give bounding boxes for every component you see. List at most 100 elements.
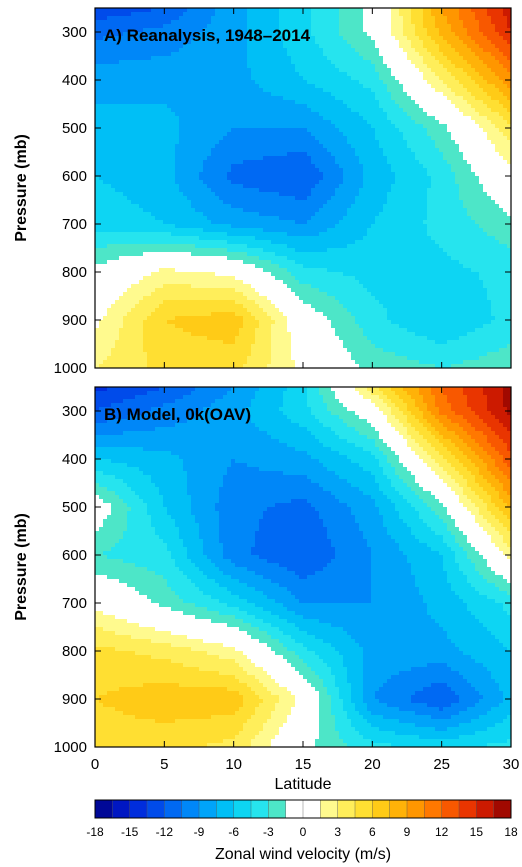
heatmap-cell xyxy=(407,108,412,113)
heatmap-cell xyxy=(311,120,316,125)
heatmap-cell xyxy=(503,64,508,69)
heatmap-cell xyxy=(119,68,124,73)
heatmap-cell xyxy=(119,36,124,41)
heatmap-cell xyxy=(223,48,228,53)
heatmap-cell xyxy=(283,164,288,169)
heatmap-cell xyxy=(471,40,476,45)
heatmap-cell xyxy=(303,80,308,85)
heatmap-cell xyxy=(455,44,460,49)
heatmap-cell xyxy=(455,104,460,109)
heatmap-cell xyxy=(279,8,284,13)
heatmap-cell xyxy=(231,184,236,189)
heatmap-cell xyxy=(439,148,444,153)
heatmap-cell xyxy=(243,120,248,125)
heatmap-cell xyxy=(331,96,336,101)
heatmap-cell xyxy=(275,124,280,129)
heatmap-cell xyxy=(199,40,204,45)
heatmap-cell xyxy=(295,16,300,21)
heatmap-cell xyxy=(459,24,464,29)
heatmap-cell xyxy=(103,44,108,49)
heatmap-cell xyxy=(187,80,192,85)
heatmap-cell xyxy=(187,132,192,137)
heatmap-cell xyxy=(387,124,392,129)
heatmap-cell xyxy=(359,96,364,101)
heatmap-cell xyxy=(215,44,220,49)
heatmap-cell xyxy=(251,84,256,89)
heatmap-cell xyxy=(183,120,188,125)
heatmap-cell xyxy=(179,188,184,193)
heatmap-cell xyxy=(455,180,460,185)
heatmap-cell xyxy=(135,124,140,129)
heatmap-cell xyxy=(395,32,400,37)
heatmap-cell xyxy=(435,40,440,45)
heatmap-cell xyxy=(139,80,144,85)
heatmap-cell xyxy=(351,40,356,45)
heatmap-cell xyxy=(199,116,204,121)
heatmap-cell xyxy=(135,136,140,141)
heatmap-cell xyxy=(463,16,468,21)
heatmap-cell xyxy=(291,40,296,45)
heatmap-cell xyxy=(115,52,120,57)
heatmap-cell xyxy=(359,8,364,13)
heatmap-cell xyxy=(211,88,216,93)
heatmap-cell xyxy=(267,40,272,45)
heatmap-cell xyxy=(219,24,224,29)
heatmap-cell xyxy=(447,196,452,201)
heatmap-cell xyxy=(395,60,400,65)
heatmap-cell xyxy=(351,8,356,13)
heatmap-cell xyxy=(279,84,284,89)
heatmap-cell xyxy=(299,12,304,17)
heatmap-cell xyxy=(227,60,232,65)
heatmap-cell xyxy=(123,28,128,33)
heatmap-cell xyxy=(283,32,288,37)
heatmap-cell xyxy=(139,92,144,97)
heatmap-cell xyxy=(147,68,152,73)
heatmap-cell xyxy=(423,152,428,157)
heatmap-cell xyxy=(295,72,300,77)
heatmap-cell xyxy=(311,168,316,173)
heatmap-cell xyxy=(287,40,292,45)
heatmap-cell xyxy=(431,116,436,121)
heatmap-cell xyxy=(191,120,196,125)
heatmap-cell xyxy=(471,136,476,141)
heatmap-cell xyxy=(187,20,192,25)
heatmap-cell xyxy=(127,112,132,117)
heatmap-cell xyxy=(327,116,332,121)
heatmap-cell xyxy=(111,8,116,13)
heatmap-cell xyxy=(331,16,336,21)
heatmap-cell xyxy=(415,152,420,157)
heatmap-cell xyxy=(467,196,472,201)
heatmap-cell xyxy=(403,20,408,25)
heatmap-cell xyxy=(179,120,184,125)
heatmap-cell xyxy=(231,56,236,61)
heatmap-cell xyxy=(451,72,456,77)
heatmap-cell xyxy=(491,88,496,93)
heatmap-cell xyxy=(275,104,280,109)
heatmap-cell xyxy=(251,96,256,101)
heatmap-cell xyxy=(491,28,496,33)
heatmap-cell xyxy=(479,20,484,25)
heatmap-cell xyxy=(323,60,328,65)
heatmap-cell xyxy=(447,12,452,17)
heatmap-cell xyxy=(143,56,148,61)
heatmap-cell xyxy=(219,40,224,45)
heatmap-cell xyxy=(483,8,488,13)
heatmap-cell xyxy=(279,48,284,53)
heatmap-cell xyxy=(491,152,496,157)
heatmap-cell xyxy=(315,152,320,157)
heatmap-cell xyxy=(99,176,104,181)
heatmap-cell xyxy=(131,168,136,173)
heatmap-cell xyxy=(227,24,232,29)
heatmap-cell xyxy=(419,156,424,161)
heatmap-cell xyxy=(95,56,100,61)
heatmap-cell xyxy=(387,112,392,117)
heatmap-cell xyxy=(435,180,440,185)
heatmap-cell xyxy=(147,124,152,129)
heatmap-cell xyxy=(383,44,388,49)
heatmap-cell xyxy=(323,196,328,201)
heatmap-cell xyxy=(327,196,332,201)
heatmap-cell xyxy=(215,20,220,25)
heatmap-cell xyxy=(383,152,388,157)
heatmap-cell xyxy=(335,160,340,165)
heatmap-cell xyxy=(187,112,192,117)
